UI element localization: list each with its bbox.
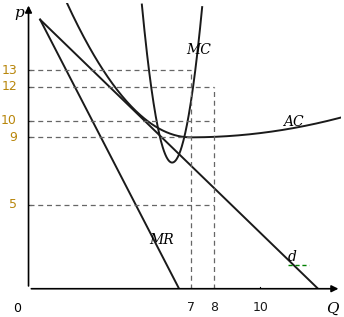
Text: 10: 10 (1, 114, 17, 127)
Text: 13: 13 (1, 64, 17, 77)
Text: d: d (288, 249, 297, 263)
Text: 5: 5 (9, 198, 17, 211)
Text: 7: 7 (187, 301, 195, 314)
Text: 10: 10 (252, 301, 268, 314)
Text: 8: 8 (210, 301, 218, 314)
Text: p: p (14, 6, 24, 20)
Text: 9: 9 (9, 131, 17, 144)
Text: Q: Q (326, 302, 339, 316)
Text: MC: MC (186, 42, 211, 57)
Text: 0: 0 (13, 302, 21, 315)
Text: AC: AC (283, 115, 304, 129)
Text: MR: MR (149, 233, 174, 247)
Text: 12: 12 (1, 81, 17, 94)
